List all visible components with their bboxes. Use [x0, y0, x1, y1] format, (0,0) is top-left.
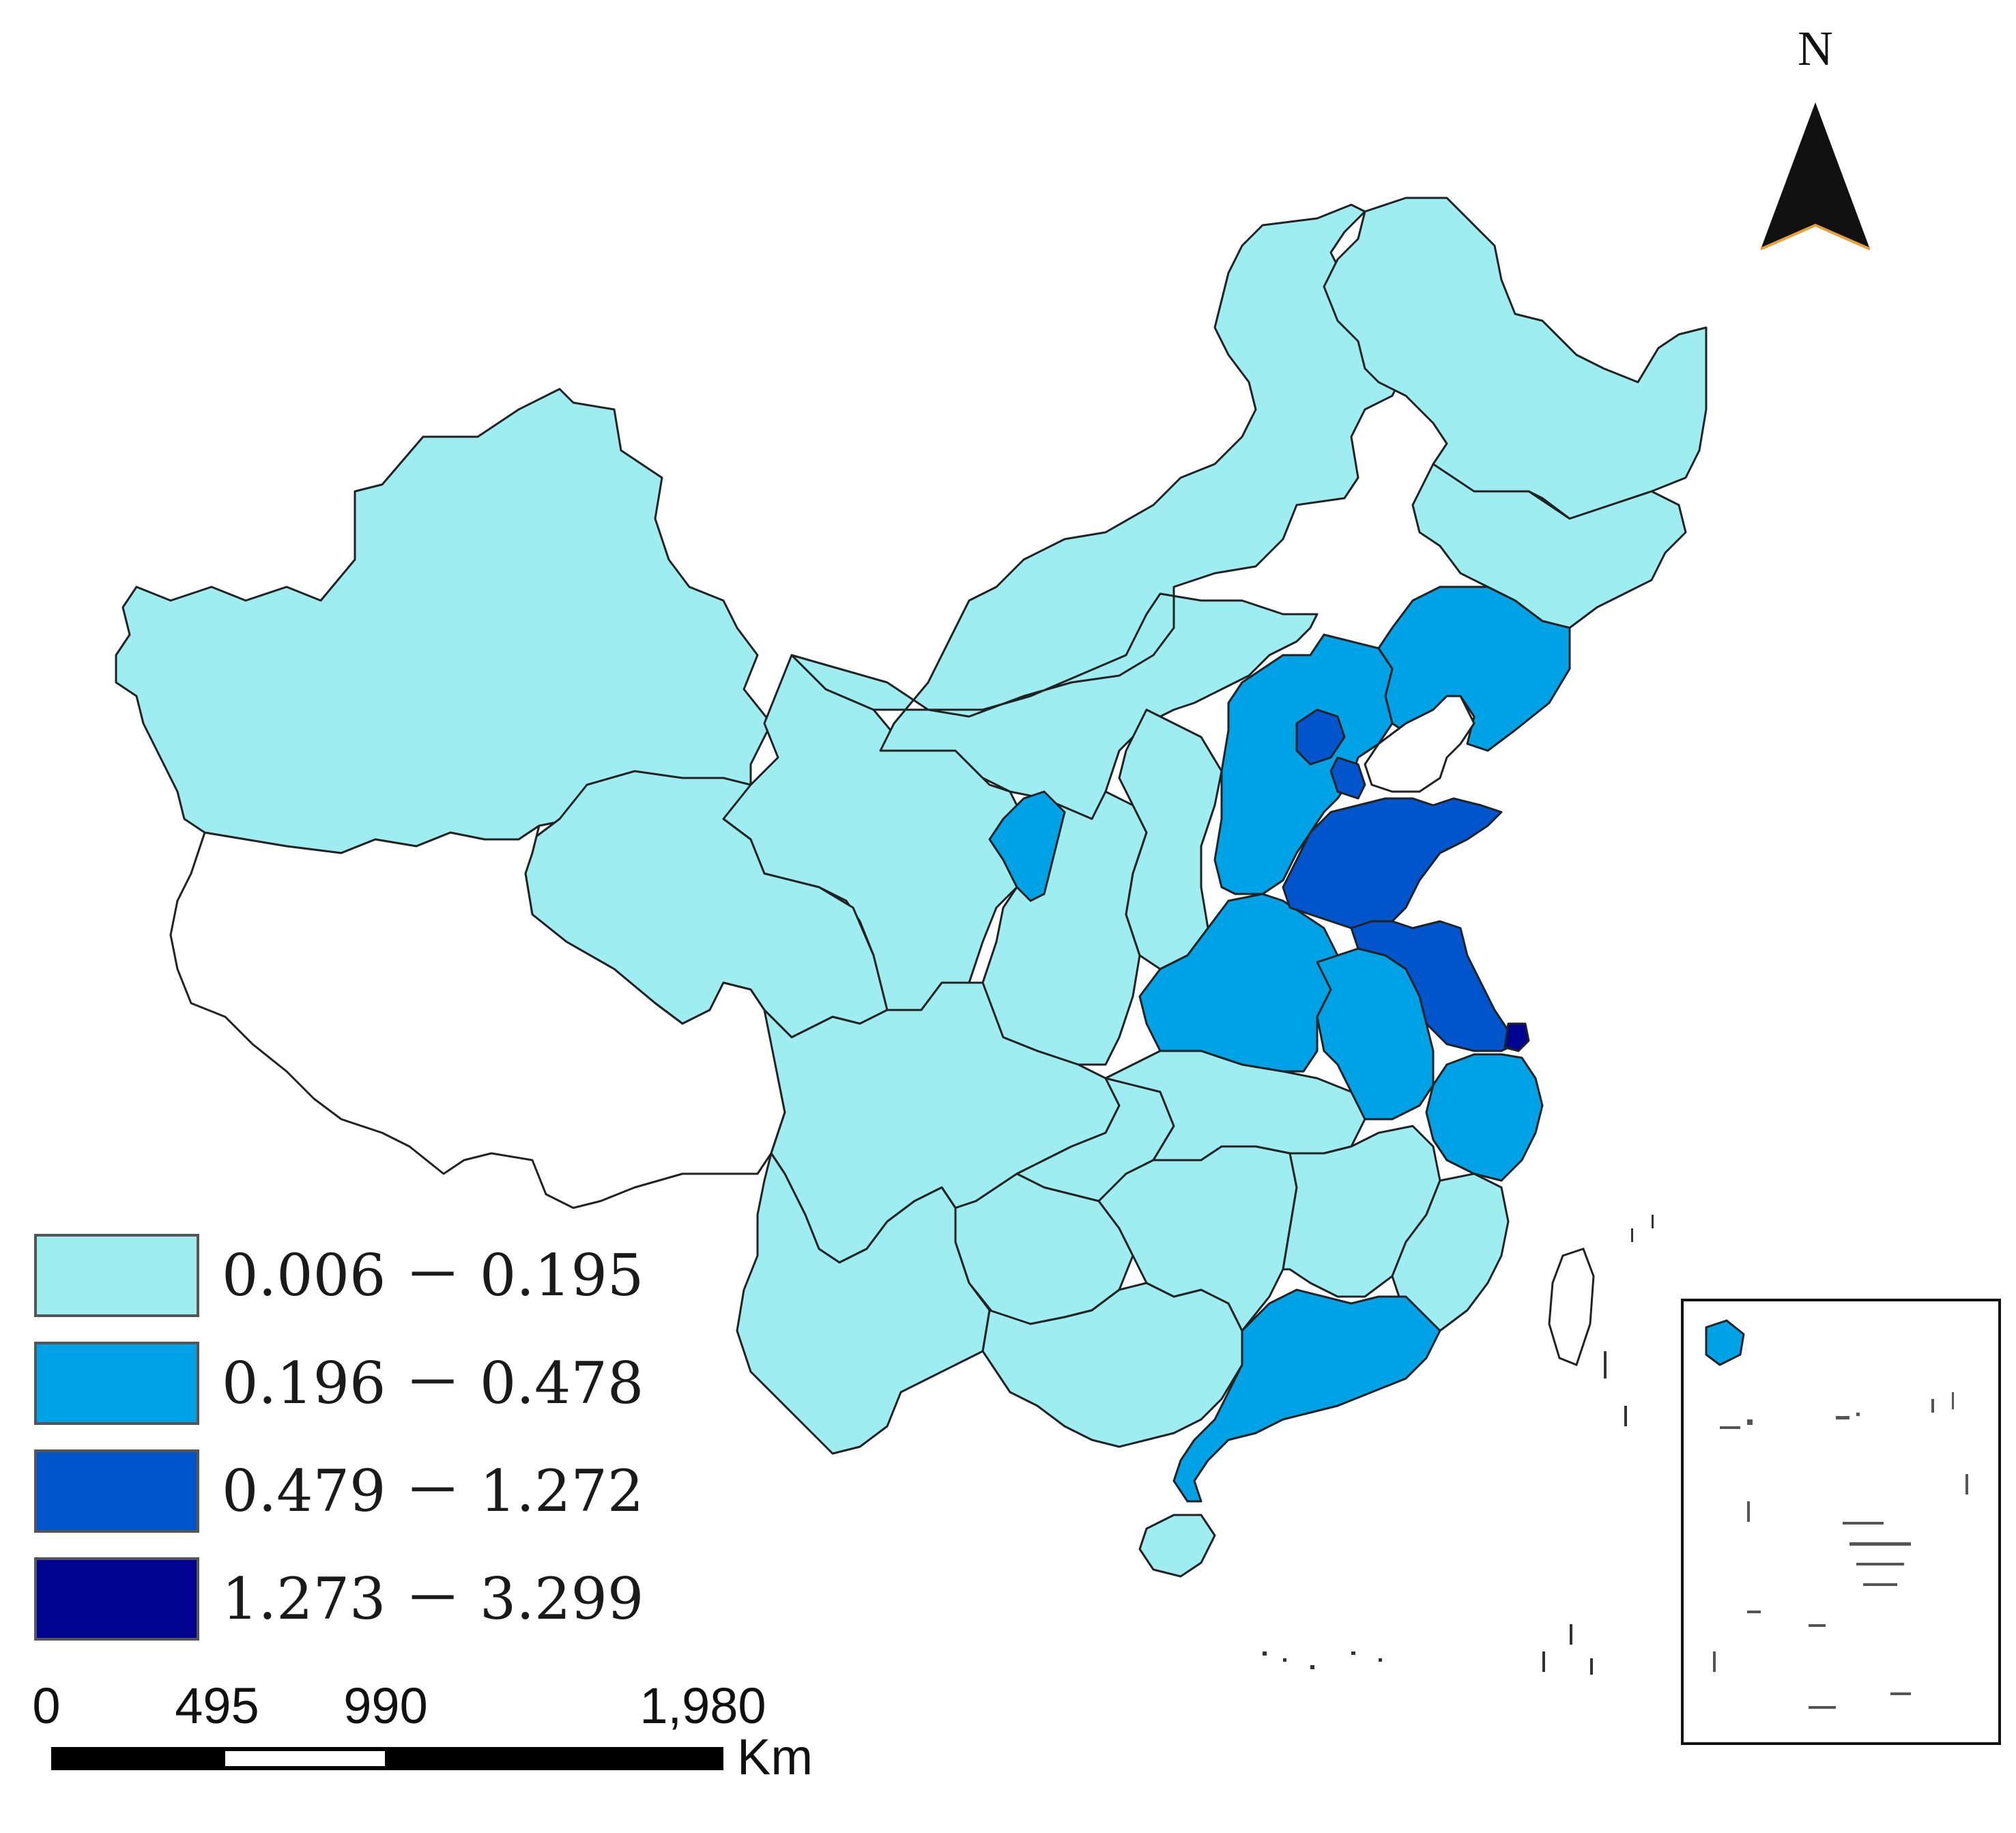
north-arrow-left-half	[1761, 102, 1815, 249]
bohai-sea	[1364, 695, 1475, 793]
north-arrow-right-half	[1815, 102, 1870, 249]
province-yunnan	[736, 1152, 991, 1455]
province-inner-mongolia	[790, 203, 1469, 827]
inset-box	[1681, 1299, 2001, 1745]
inset-islands	[1713, 1392, 1968, 1709]
province-heilongjiang	[1323, 197, 1708, 520]
scattered-islands	[1263, 1215, 1654, 1675]
scale-bar-outline	[51, 1747, 723, 1770]
province-guangdong	[1172, 1288, 1441, 1503]
scale-bar-white-segment	[225, 1751, 385, 1766]
province-hebei	[1213, 633, 1394, 895]
scale-unit: Km	[737, 1729, 813, 1785]
province-fujian	[1391, 1172, 1510, 1332]
scale-tick-1: 495	[175, 1677, 259, 1734]
legend-swatch-3	[34, 1557, 199, 1641]
inset-hainan	[1705, 1319, 1745, 1366]
north-label: N	[1798, 21, 1833, 76]
province-layer	[115, 197, 1708, 1578]
province-ningxia	[988, 790, 1066, 902]
province-hainan	[1138, 1514, 1216, 1578]
legend-swatch-2	[34, 1449, 199, 1533]
province-beijing	[1295, 708, 1346, 766]
legend-label-3: 1.273 － 3.299	[222, 1565, 644, 1632]
scale-bar: 0 495 990 1,980 Km	[32, 1677, 813, 1785]
legend-label-2: 0.479 － 1.272	[222, 1458, 644, 1525]
province-xinjiang	[115, 388, 773, 854]
legend-swatch-1	[34, 1342, 199, 1425]
legend: 0.006 － 0.195 0.196 － 0.478 0.479 － 1.272 1…	[34, 1234, 644, 1641]
scale-tick-3: 1,980	[639, 1677, 766, 1734]
scale-tick-2: 990	[343, 1677, 427, 1734]
legend-label-0: 0.006 － 0.195	[222, 1242, 644, 1309]
legend-label-1: 0.196 － 0.478	[222, 1350, 644, 1417]
province-shanghai	[1503, 1022, 1530, 1052]
province-shandong	[1282, 797, 1503, 929]
north-arrow-base-highlight	[1760, 223, 1871, 250]
province-jilin	[1411, 463, 1687, 629]
legend-swatch-0	[34, 1234, 199, 1317]
scale-tick-0: 0	[32, 1677, 60, 1734]
north-arrow: N	[1760, 21, 1871, 250]
province-tianjin	[1329, 756, 1366, 800]
province-zhejiang	[1425, 1053, 1544, 1182]
inset-frame	[1681, 1299, 2001, 1745]
taiwan-outline	[1548, 1247, 1595, 1366]
